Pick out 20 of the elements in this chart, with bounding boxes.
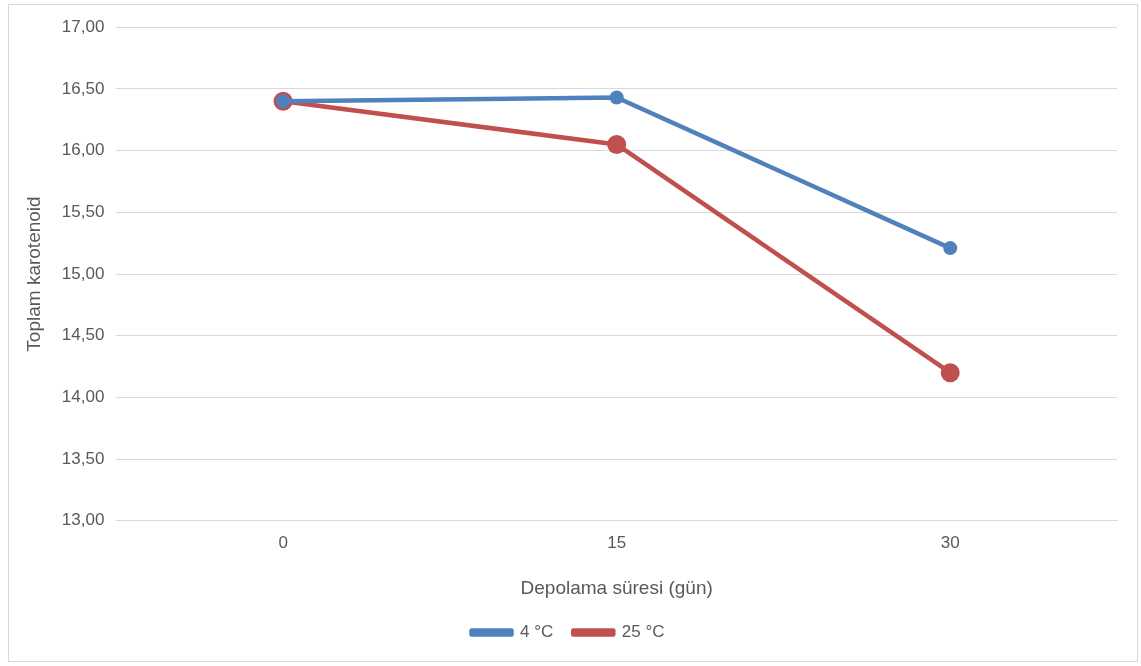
y-tick-label: 15,50 [61, 201, 105, 221]
legend-label: 25 °C [621, 622, 665, 642]
y-tick-label: 16,50 [61, 78, 105, 98]
y-tick-label: 14,00 [61, 387, 105, 407]
point [943, 241, 958, 256]
x-tick-label: 15 [607, 532, 627, 552]
x-tick-label: 30 [940, 532, 960, 552]
x-tick-label: 0 [278, 532, 288, 552]
y-tick-label: 17,00 [61, 16, 105, 36]
point [609, 90, 624, 105]
y-tick-label: 16,00 [61, 140, 105, 160]
y-tick-label: 13,50 [61, 448, 105, 468]
y-tick-label: 13,00 [61, 510, 105, 530]
point [607, 134, 627, 154]
y-tick-label: 14,50 [61, 325, 105, 345]
legend-label: 4 °C [520, 622, 554, 642]
y-axis-title: Toplam karotenoid [22, 196, 44, 352]
point [940, 363, 960, 383]
x-axis-title: Depolama süresi (gün) [520, 576, 713, 598]
y-tick-label: 15,00 [61, 263, 105, 283]
